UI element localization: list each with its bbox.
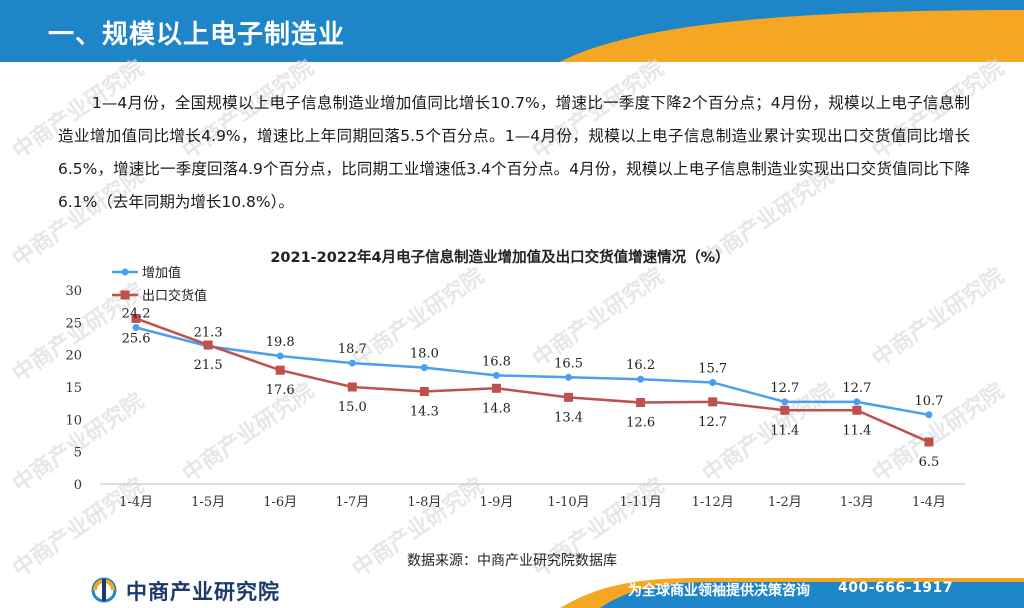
- company-logo-icon: [91, 577, 117, 603]
- data-point: [565, 373, 573, 381]
- data-label: 17.6: [266, 383, 295, 398]
- data-point: [780, 405, 790, 415]
- data-label: 19.8: [266, 335, 295, 350]
- data-label: 12.7: [698, 415, 727, 430]
- company-logo-text: 中商产业研究院: [126, 580, 280, 604]
- x-tick-label: 1-7月: [335, 495, 369, 510]
- data-label: 14.8: [482, 401, 511, 416]
- data-labels: 24.2 21.3 19.8 18.7 18.0 16.8 16.5 16.2 15.7 12.7…: [122, 307, 944, 470]
- x-tick-label: 1-2月: [768, 495, 802, 510]
- data-label: 21.3: [194, 325, 223, 340]
- data-point: [564, 392, 574, 402]
- x-tick-label: 1-10月: [547, 495, 589, 510]
- chart-title: 2021-2022年4月电子信息制造业增加值及出口交货值增速情况（%）: [270, 248, 729, 266]
- data-label: 14.3: [410, 405, 439, 420]
- data-source: 数据来源：中商产业研究院数据库: [407, 553, 617, 569]
- x-tick-label: 1-12月: [692, 495, 734, 510]
- data-point: [491, 383, 501, 393]
- data-label: 18.7: [338, 342, 367, 357]
- x-tick-label: 1-4月: [119, 495, 153, 510]
- data-label: 16.8: [482, 354, 511, 369]
- data-point: [348, 359, 356, 367]
- x-tick-label: 1-4月: [912, 495, 946, 510]
- data-point: [203, 340, 213, 350]
- data-point: [420, 364, 428, 372]
- series-markers: [131, 313, 934, 447]
- y-tick-label: 0: [74, 478, 82, 493]
- data-point: [419, 387, 429, 397]
- legend-label: 增加值: [142, 265, 181, 281]
- y-tick-label: 10: [65, 413, 82, 428]
- data-label: 15.0: [338, 400, 367, 415]
- header-banner: [0, 0, 1024, 68]
- series-line-2: [135, 317, 930, 444]
- data-label: 25.6: [122, 331, 151, 346]
- data-label: 12.7: [770, 381, 799, 396]
- legend-marker: [120, 290, 130, 300]
- page-title: 一、规模以上电子制造业: [48, 20, 346, 50]
- data-point: [131, 313, 141, 323]
- x-tick-label: 1-6月: [263, 495, 297, 510]
- data-point: [276, 352, 284, 360]
- data-point: [275, 365, 285, 375]
- data-label: 21.5: [194, 358, 223, 373]
- data-point: [132, 324, 140, 332]
- footer-slogan: 为全球商业领袖提供决策咨询: [628, 583, 810, 599]
- data-point: [925, 411, 933, 419]
- y-tick-label: 5: [74, 446, 82, 461]
- data-point: [853, 398, 861, 406]
- data-point: [708, 397, 718, 407]
- x-tick-label: 1-8月: [407, 495, 441, 510]
- data-point: [492, 371, 500, 379]
- y-tick-label: 15: [65, 381, 82, 396]
- footer-bar: [0, 574, 1024, 608]
- series-line-1: [135, 326, 930, 417]
- data-point: [924, 437, 934, 447]
- data-label: 6.5: [919, 455, 940, 470]
- data-label: 11.4: [770, 423, 799, 438]
- x-tick-label: 1-3月: [840, 495, 874, 510]
- data-point: [636, 398, 646, 408]
- y-tick-label: 20: [65, 349, 82, 364]
- data-label: 12.6: [626, 416, 655, 431]
- data-label: 16.5: [554, 356, 583, 371]
- data-point: [852, 405, 862, 415]
- y-tick-label: 30: [65, 284, 82, 299]
- x-axis: 1-4月 1-5月 1-6月 1-7月 1-8月 1-9月 1-10月 1-11月 1-12月 1…: [100, 483, 965, 510]
- data-label: 18.0: [410, 347, 439, 362]
- footer-phone: 400-666-1917: [838, 580, 954, 596]
- legend-marker: [121, 268, 129, 276]
- data-label: 11.4: [842, 423, 871, 438]
- data-label: 10.7: [914, 394, 943, 409]
- data-point: [347, 382, 357, 392]
- summary-paragraph: 1—4月份，全国规模以上电子信息制造业增加值同比增长10.7%，增速比一季度下降…: [58, 94, 970, 211]
- x-tick-label: 1-11月: [620, 495, 662, 510]
- data-point: [781, 398, 789, 406]
- y-tick-label: 25: [65, 316, 82, 331]
- x-tick-label: 1-9月: [479, 495, 513, 510]
- data-label: 24.2: [122, 307, 151, 322]
- data-point: [637, 375, 645, 383]
- legend-label: 出口交货值: [142, 288, 207, 304]
- series-lines: [135, 317, 930, 444]
- header-banner-shape: [0, 0, 1024, 68]
- data-label: 12.7: [842, 381, 871, 396]
- data-point: [709, 378, 717, 386]
- line-chart: 2021-2022年4月电子信息制造业增加值及出口交货值增速情况（%） 增加值出…: [65, 248, 965, 510]
- data-label: 15.7: [698, 361, 727, 376]
- data-label: 16.2: [626, 358, 655, 373]
- data-label: 13.4: [554, 410, 583, 425]
- y-axis: 0 5 10 15 20 25 30: [65, 284, 82, 493]
- x-tick-label: 1-5月: [191, 495, 225, 510]
- footer-bar-shape: [0, 574, 1024, 608]
